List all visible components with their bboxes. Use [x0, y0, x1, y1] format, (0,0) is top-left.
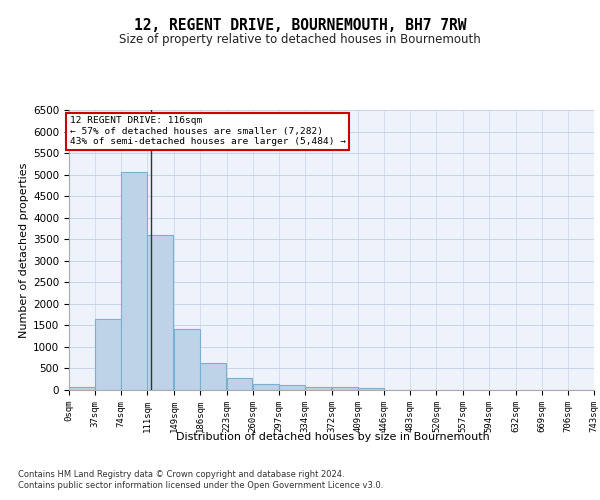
- Text: 12 REGENT DRIVE: 116sqm
← 57% of detached houses are smaller (7,282)
43% of semi: 12 REGENT DRIVE: 116sqm ← 57% of detache…: [70, 116, 346, 146]
- Text: Size of property relative to detached houses in Bournemouth: Size of property relative to detached ho…: [119, 32, 481, 46]
- Bar: [358, 388, 384, 390]
- Bar: [279, 386, 305, 390]
- Bar: [69, 386, 95, 390]
- Text: 12, REGENT DRIVE, BOURNEMOUTH, BH7 7RW: 12, REGENT DRIVE, BOURNEMOUTH, BH7 7RW: [134, 18, 466, 32]
- Bar: [95, 319, 121, 390]
- Text: Contains public sector information licensed under the Open Government Licence v3: Contains public sector information licen…: [18, 481, 383, 490]
- Bar: [200, 364, 226, 390]
- Bar: [121, 172, 147, 390]
- Bar: [227, 378, 253, 390]
- Text: Contains HM Land Registry data © Crown copyright and database right 2024.: Contains HM Land Registry data © Crown c…: [18, 470, 344, 479]
- Bar: [332, 388, 358, 390]
- Bar: [174, 329, 200, 390]
- Bar: [148, 235, 173, 390]
- Y-axis label: Number of detached properties: Number of detached properties: [19, 162, 29, 338]
- Bar: [305, 387, 331, 390]
- Bar: [253, 384, 278, 390]
- Text: Distribution of detached houses by size in Bournemouth: Distribution of detached houses by size …: [176, 432, 490, 442]
